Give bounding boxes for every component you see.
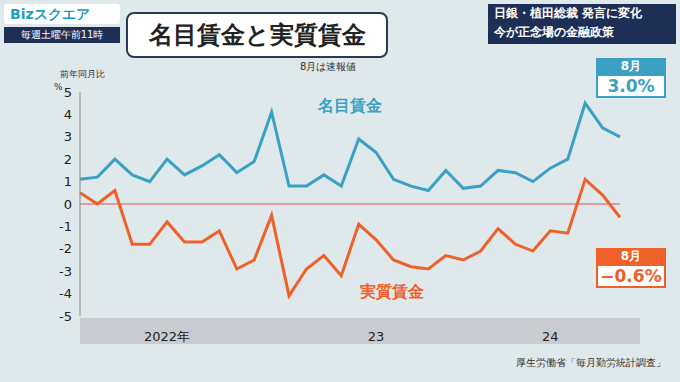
html-text:3.0%: 3.0% — [607, 76, 655, 96]
svg-text:-5: -5 — [59, 309, 72, 324]
svg-text:0: 0 — [64, 197, 72, 212]
html-text:日銀・植田総裁 発言に変化: 日銀・植田総裁 発言に変化 — [494, 6, 643, 20]
svg-text:1: 1 — [64, 174, 72, 189]
html-text:Bizスクエア: Bizスクエア — [10, 6, 90, 22]
html-text:名目賃金と実質賃金: 名目賃金と実質賃金 — [148, 21, 366, 49]
html-text:8月は速報値: 8月は速報値 — [300, 61, 357, 72]
svg-text:23: 23 — [368, 329, 385, 344]
svg-text:2: 2 — [64, 152, 72, 167]
svg-text:-1: -1 — [59, 219, 72, 234]
svg-text:4: 4 — [64, 107, 72, 122]
html-text:厚生労働省「毎月勤労統計調査」: 厚生労働省「毎月勤労統計調査」 — [516, 357, 666, 368]
html-text:名目賃金: 名目賃金 — [318, 96, 382, 115]
svg-text:24: 24 — [542, 329, 559, 344]
svg-text:5: 5 — [64, 85, 72, 100]
html-text:−0.6%: −0.6% — [600, 266, 662, 286]
html-text:8月: 8月 — [620, 59, 642, 73]
html-text:毎週土曜午前11時: 毎週土曜午前11時 — [20, 29, 104, 40]
html-text:前年同月比: 前年同月比 — [60, 69, 105, 79]
svg-text:-4: -4 — [59, 286, 72, 301]
html-text:8月: 8月 — [620, 249, 642, 263]
svg-text:3: 3 — [64, 129, 72, 144]
svg-text:-2: -2 — [59, 241, 72, 256]
svg-text:-3: -3 — [59, 264, 72, 279]
svg-text:2022年: 2022年 — [144, 329, 190, 344]
html-text:実質賃金: 実質賃金 — [360, 282, 424, 301]
html-text:今が正念場の金融政策: 今が正念場の金融政策 — [494, 25, 614, 39]
